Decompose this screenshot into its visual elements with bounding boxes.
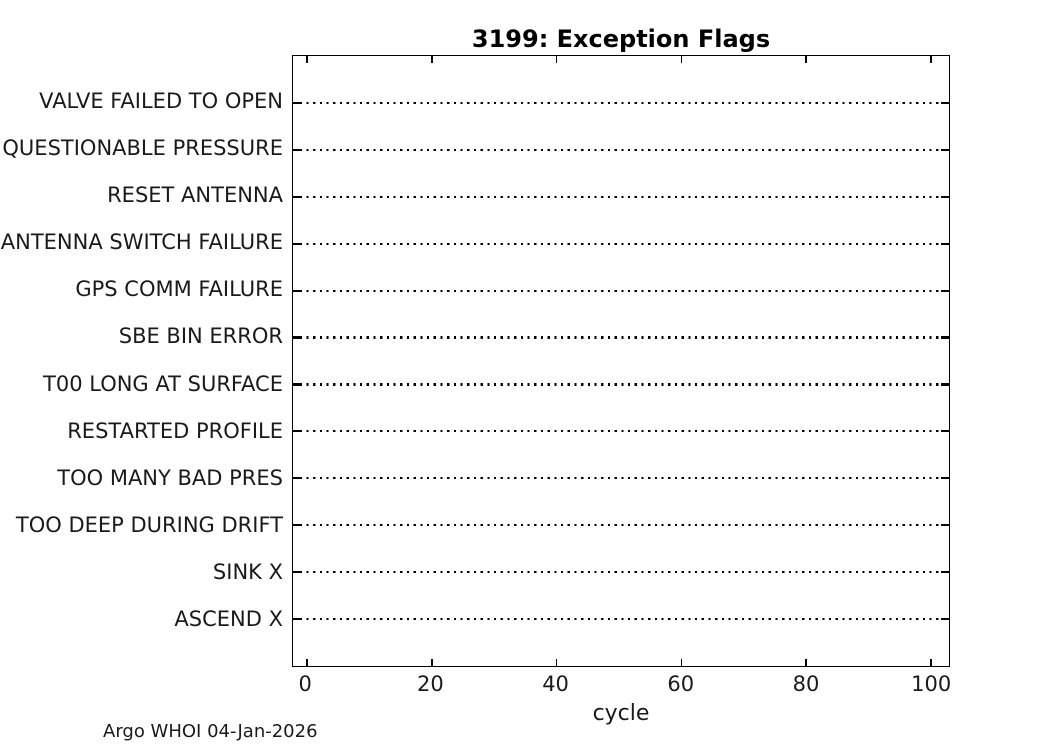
y-axis-tick-left [293,336,301,339]
x-axis-tick-bottom [930,659,932,666]
y-axis-tick-right [941,101,949,105]
y-category-label: QUESTIONABLE PRESSURE [2,136,283,161]
x-tick-label: 20 [416,672,444,696]
y-axis-tick-left [293,477,301,480]
y-axis-tick-right [941,571,949,574]
y-category-label: SINK X [212,559,283,584]
y-axis-tick-right [941,148,949,151]
plot-area [292,55,950,667]
y-axis-tick-left [293,617,301,621]
x-tick-label: 0 [298,672,312,696]
category-gridline [293,148,949,151]
y-axis-tick-right [941,336,949,339]
x-axis-tick-top [430,56,433,63]
x-tick-label: 100 [911,672,952,696]
category-gridline [293,524,949,527]
x-axis-tick-top [930,56,932,63]
y-axis-tick-left [293,195,301,198]
category-gridline [293,289,949,292]
category-gridline [293,242,949,245]
x-axis-tick-bottom [306,659,308,666]
y-axis-tick-left [293,383,301,386]
y-category-label: T00 LONG AT SURFACE [43,371,283,396]
y-axis-tick-left [293,524,301,527]
y-category-label: ASCEND X [174,607,283,632]
y-category-label: GPS COMM FAILURE [75,277,283,302]
x-axis-tick-bottom [430,659,433,666]
y-axis-tick-right [941,524,949,527]
y-axis-tick-right [941,289,949,292]
y-axis-tick-right [941,617,949,621]
y-category-label: TOO MANY BAD PRES [57,465,283,490]
y-axis-tick-left [293,242,301,245]
y-axis-tick-left [293,289,301,292]
category-gridline [293,430,949,433]
chart-title: 3199: Exception Flags [471,25,771,53]
y-axis-tick-right [941,195,949,198]
category-gridline [293,383,949,386]
footer-annotation: Argo WHOI 04-Jan-2026 [103,721,318,742]
y-axis-tick-left [293,430,301,433]
x-axis-tick-bottom [555,659,558,666]
x-axis-label: cycle [592,701,650,726]
x-axis-tick-top [555,56,558,63]
y-axis-tick-right [941,242,949,245]
y-category-label: SBE BIN ERROR [118,324,283,349]
y-axis-tick-right [941,477,949,480]
category-gridline [293,477,949,480]
y-axis-tick-right [941,383,949,386]
y-category-label: ANTENNA SWITCH FAILURE [0,230,283,255]
x-tick-label: 80 [792,672,820,696]
x-axis-tick-bottom [805,659,808,666]
x-axis-tick-top [306,56,308,63]
y-axis-tick-left [293,101,301,105]
x-tick-label: 40 [542,672,569,696]
y-axis-tick-right [941,430,949,433]
y-category-label: VALVE FAILED TO OPEN [39,89,283,114]
y-category-label: RESTARTED PROFILE [67,418,283,443]
category-gridline [293,195,949,198]
x-tick-label: 60 [667,672,695,696]
y-category-label: TOO DEEP DURING DRIFT [15,512,283,537]
x-axis-tick-bottom [680,659,683,666]
x-axis-tick-top [680,56,683,63]
category-gridline [293,617,949,621]
y-axis-tick-left [293,571,301,574]
y-axis-tick-left [293,148,301,151]
x-axis-tick-top [805,56,808,63]
y-category-label: RESET ANTENNA [107,183,283,208]
category-gridline [293,101,949,105]
category-gridline [293,571,949,574]
category-gridline [293,336,949,339]
